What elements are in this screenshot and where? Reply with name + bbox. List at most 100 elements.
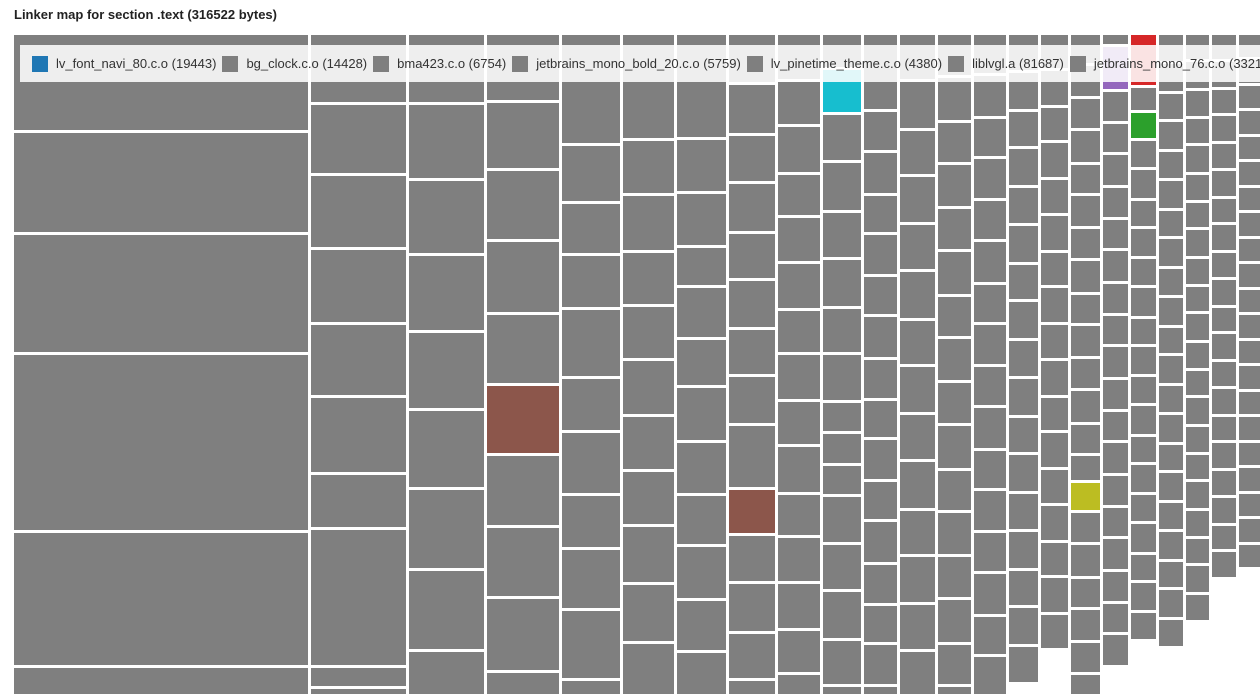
treemap-cell[interactable] [1041,143,1068,177]
treemap-cell[interactable] [974,285,1006,322]
treemap-cell[interactable] [1239,264,1260,287]
treemap-cell[interactable] [1131,319,1156,344]
treemap-cell[interactable] [1009,302,1038,338]
treemap-cell[interactable] [974,451,1006,488]
treemap-cell[interactable] [1009,112,1038,146]
treemap-cell[interactable] [623,472,674,524]
treemap-cell[interactable] [677,140,726,191]
treemap-cell[interactable] [1239,111,1260,134]
treemap-cell[interactable] [729,377,775,423]
treemap-cell[interactable] [409,490,484,568]
treemap-cell[interactable] [974,159,1006,198]
treemap-cell[interactable] [900,321,935,364]
treemap-cell[interactable] [677,388,726,440]
treemap-cell[interactable] [562,611,620,678]
treemap-cell[interactable] [1212,498,1236,523]
treemap-cell[interactable] [778,447,820,492]
treemap-cell[interactable] [1159,269,1183,295]
treemap-cell[interactable] [864,687,897,694]
treemap-cell[interactable] [974,408,1006,448]
treemap-cell[interactable] [1212,144,1236,168]
treemap-cell[interactable] [1239,494,1260,516]
treemap-cell[interactable] [1186,343,1209,368]
treemap-cell[interactable] [1239,392,1260,414]
treemap-cell[interactable] [1186,259,1209,284]
treemap-cell[interactable] [677,653,726,694]
treemap-cell[interactable] [864,606,897,642]
treemap-cell[interactable] [1103,92,1128,121]
treemap-cell[interactable] [864,317,897,357]
treemap-cell[interactable] [823,260,861,306]
treemap-cell[interactable] [1159,503,1183,529]
treemap-cell[interactable] [14,235,308,352]
treemap-cell[interactable] [14,668,308,694]
treemap-cell[interactable] [1186,511,1209,536]
treemap-cell[interactable] [864,645,897,684]
treemap-cell[interactable] [900,177,935,222]
treemap-cell[interactable] [974,325,1006,364]
treemap-cell[interactable] [864,235,897,274]
treemap-cell[interactable] [974,533,1006,571]
treemap-cell[interactable] [1071,196,1100,226]
treemap-cell[interactable] [1131,524,1156,552]
treemap-cell[interactable] [1212,443,1236,468]
treemap-cell[interactable] [778,175,820,215]
treemap-cell[interactable] [938,297,971,336]
treemap-cell[interactable] [1186,175,1209,200]
treemap-cell[interactable] [1071,425,1100,453]
treemap-cell[interactable] [1186,314,1209,340]
treemap-cell[interactable] [1009,608,1038,644]
treemap-cell[interactable] [1212,308,1236,331]
treemap-cell[interactable] [1186,119,1209,143]
treemap-cell[interactable] [823,466,861,494]
treemap-cell[interactable] [562,681,620,694]
treemap-cell[interactable] [487,315,559,383]
treemap-cell[interactable] [974,242,1006,282]
treemap-cell[interactable] [1071,579,1100,607]
treemap-cell[interactable] [311,250,406,322]
treemap-cell[interactable] [1212,417,1236,440]
treemap-cell[interactable] [1212,199,1236,222]
treemap-cell[interactable] [623,361,674,414]
treemap-cell[interactable] [1103,539,1128,569]
treemap-cell[interactable] [562,433,620,493]
treemap-cell[interactable] [677,288,726,337]
treemap-cell[interactable] [974,119,1006,156]
treemap-cell[interactable] [623,527,674,582]
treemap-cell[interactable] [487,456,559,525]
treemap-cell[interactable] [778,402,820,444]
treemap-cell[interactable] [823,163,861,210]
treemap-cell[interactable] [562,146,620,201]
treemap-cell[interactable] [974,617,1006,654]
treemap-cell[interactable] [1041,253,1068,285]
treemap-cell[interactable] [1009,418,1038,452]
treemap-cell[interactable] [1131,113,1156,138]
treemap-cell[interactable] [1159,620,1183,646]
treemap-cell[interactable] [1186,371,1209,395]
treemap-cell[interactable] [1041,470,1068,503]
treemap-cell[interactable] [1041,506,1068,540]
treemap-cell[interactable] [729,85,775,133]
treemap-cell[interactable] [1159,562,1183,587]
treemap-cell[interactable] [1212,225,1236,250]
treemap-cell[interactable] [938,78,971,120]
treemap-cell[interactable] [677,340,726,385]
treemap-cell[interactable] [1103,35,1128,44]
treemap-cell[interactable] [729,536,775,581]
treemap-cell[interactable] [1041,433,1068,467]
treemap-cell[interactable] [487,386,559,453]
treemap-cell[interactable] [778,495,820,535]
treemap-cell[interactable] [1131,495,1156,521]
treemap-cell[interactable] [623,253,674,304]
treemap-cell[interactable] [1212,171,1236,196]
treemap-cell[interactable] [729,634,775,678]
treemap-cell[interactable] [1159,386,1183,412]
treemap-cell[interactable] [1131,229,1156,256]
treemap-cell[interactable] [1212,280,1236,305]
treemap-cell[interactable] [1071,295,1100,323]
treemap-cell[interactable] [823,545,861,589]
treemap-cell[interactable] [1159,445,1183,470]
treemap-cell[interactable] [1071,359,1100,388]
treemap-cell[interactable] [409,181,484,253]
treemap-cell[interactable] [1071,326,1100,356]
